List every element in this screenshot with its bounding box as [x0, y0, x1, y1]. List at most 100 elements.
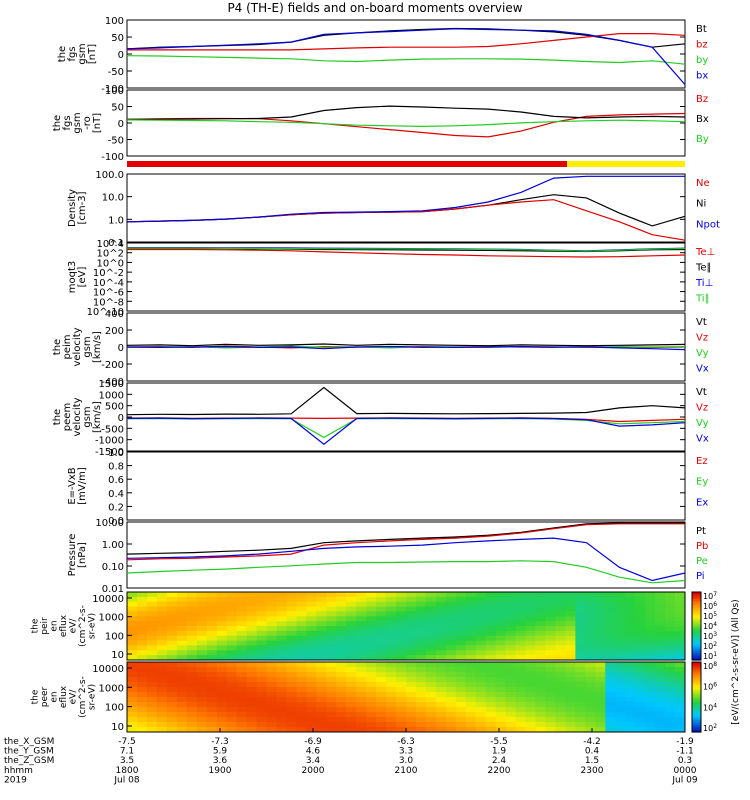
spectrogram-cell [585, 611, 596, 617]
spectrogram-cell [515, 601, 527, 608]
spectrogram-cell [585, 702, 596, 708]
spectrogram-cell [146, 707, 158, 713]
spectrogram-cell [296, 640, 307, 646]
series-line-by [126, 55, 686, 65]
spectrogram-cell [186, 667, 198, 673]
spectrogram-cell [376, 630, 387, 637]
spectrogram-cell [206, 727, 218, 733]
y-axis-label: gsm [72, 112, 83, 133]
legend-entry: Bt [696, 24, 707, 35]
colorbar-cell [692, 616, 701, 620]
spectrogram-cell [425, 687, 437, 693]
spectrogram-cell [266, 626, 277, 632]
spectrogram-cell [545, 712, 556, 718]
x-tick-label: -5.5 [490, 737, 508, 747]
spectrogram-cell [555, 677, 566, 683]
spectrogram-cell [316, 667, 327, 673]
colorbar-cell [692, 673, 701, 677]
spectrogram-cell [515, 645, 527, 651]
y-axis-label: (cm^2-s- [78, 605, 88, 647]
spectrogram-cell [406, 606, 417, 612]
spectrogram-cell [435, 662, 447, 668]
spectrogram-cell [455, 635, 467, 642]
spectrogram-cell [296, 672, 307, 678]
spectrogram-cell [645, 662, 656, 668]
colorbar-cell [692, 632, 701, 636]
spectrogram-cell [226, 606, 238, 612]
spectrogram-cell [276, 645, 287, 651]
spectrogram-cell [655, 655, 666, 661]
spectrogram-cell [595, 606, 606, 612]
spectrogram-cell [585, 635, 596, 642]
spectrogram-cell [585, 712, 596, 718]
spectrogram-cell [246, 667, 258, 673]
spectrogram-cell [246, 630, 258, 637]
legend-entry: Vy [696, 348, 709, 359]
spectrogram-cell [435, 672, 447, 678]
spectrogram-cell [615, 667, 626, 673]
spectrogram-cell [435, 606, 447, 612]
spectrogram-cell [515, 677, 527, 683]
spectrogram-cell [356, 640, 367, 646]
spectrogram-cell [356, 707, 367, 713]
series-line-Pb [126, 523, 685, 561]
spectrogram-cell [376, 621, 387, 627]
spectrogram-cell [176, 655, 188, 661]
spectrogram-cell [276, 616, 287, 622]
y-tick-label: -1500 [95, 447, 124, 458]
spectrogram-cell [336, 677, 347, 683]
spectrogram-cell [425, 650, 437, 656]
spectrogram-cell [166, 596, 178, 603]
spectrogram-cell [645, 616, 656, 622]
spectrogram-cell [525, 727, 537, 733]
spectrogram-cell [396, 596, 407, 603]
spectrogram-cell [565, 635, 576, 642]
spectrogram-cell [366, 650, 377, 656]
spectrogram-cell [376, 707, 387, 713]
spectrogram-cell [216, 717, 228, 723]
panel-pressure [126, 521, 686, 589]
x-axis-row-label: the_X_GSM [4, 737, 54, 747]
y-tick-label: 500 [105, 402, 124, 413]
spectrogram-cell [485, 606, 497, 612]
spectrogram-cell [525, 697, 537, 703]
spectrogram-cell [206, 616, 218, 622]
spectrogram-cell [196, 606, 208, 612]
spectrogram-cell [625, 727, 636, 733]
spectrogram-cell [296, 630, 307, 637]
spectrogram-cell [495, 611, 507, 617]
spectrogram-cell [366, 621, 377, 627]
spectrogram-cell [166, 601, 178, 608]
colorbar-cell [692, 657, 701, 661]
series-line-Vy [126, 417, 686, 439]
spectrogram-cell [525, 626, 537, 632]
spectrogram-cell [306, 592, 317, 598]
spectrogram-cell [396, 606, 407, 612]
spectrogram-cell [535, 596, 546, 603]
spectrogram-cell [615, 650, 626, 656]
spectrogram-cell [665, 717, 676, 723]
spectrogram-cell [246, 596, 258, 603]
spectrogram-cell [366, 677, 377, 683]
spectrogram-cell [645, 655, 656, 661]
spectrogram-cell [535, 592, 546, 598]
spectrogram-cell [127, 621, 138, 627]
spectrogram-cell [346, 626, 357, 632]
y-axis-label: gsm [77, 43, 88, 64]
spectrogram-cell [156, 692, 168, 698]
spectrogram-cell [655, 692, 666, 698]
spectrogram-cell [326, 722, 337, 728]
spectrogram-cell [286, 606, 297, 612]
colorbar-cell [692, 722, 701, 726]
legend-entry: By [696, 134, 709, 145]
spectrogram-cell [615, 722, 626, 728]
spectrogram-cell [206, 672, 218, 678]
spectrogram-cell [655, 635, 666, 642]
spectrogram-cell [565, 712, 576, 718]
spectrogram-cell [166, 662, 178, 668]
spectrogram-cell [605, 722, 616, 728]
spectrogram-cell [306, 606, 317, 612]
spectrogram-cell [306, 655, 317, 661]
spectrogram-cell [525, 677, 537, 683]
spectrogram-cell [475, 687, 487, 693]
